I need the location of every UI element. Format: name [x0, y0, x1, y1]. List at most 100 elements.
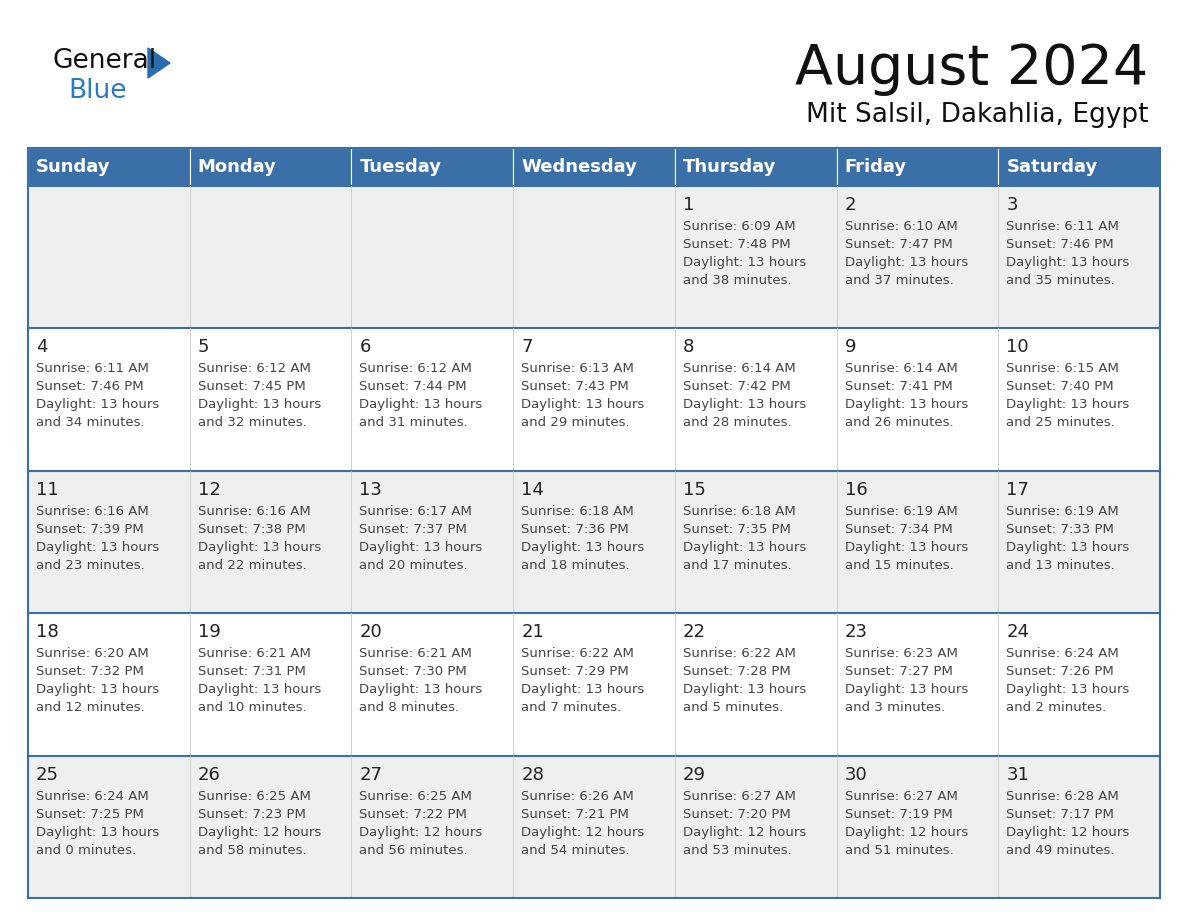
Text: 28: 28 [522, 766, 544, 784]
Text: 29: 29 [683, 766, 706, 784]
Text: Daylight: 12 hours: Daylight: 12 hours [360, 825, 482, 839]
Text: and 25 minutes.: and 25 minutes. [1006, 417, 1116, 430]
Text: Sunrise: 6:25 AM: Sunrise: 6:25 AM [360, 789, 473, 802]
Text: Daylight: 12 hours: Daylight: 12 hours [197, 825, 321, 839]
Text: Sunrise: 6:14 AM: Sunrise: 6:14 AM [845, 363, 958, 375]
Text: Daylight: 12 hours: Daylight: 12 hours [1006, 825, 1130, 839]
Bar [29, 148, 190, 186]
Bar [998, 148, 1159, 186]
Text: 31: 31 [1006, 766, 1029, 784]
Text: Daylight: 13 hours: Daylight: 13 hours [683, 398, 807, 411]
Text: Daylight: 13 hours: Daylight: 13 hours [522, 683, 644, 696]
Text: and 3 minutes.: and 3 minutes. [845, 701, 944, 714]
Text: Sunset: 7:36 PM: Sunset: 7:36 PM [522, 522, 628, 536]
Text: 14: 14 [522, 481, 544, 498]
Text: 9: 9 [845, 339, 857, 356]
Text: 5: 5 [197, 339, 209, 356]
Text: Sunrise: 6:19 AM: Sunrise: 6:19 AM [1006, 505, 1119, 518]
Text: 22: 22 [683, 623, 706, 641]
Text: and 0 minutes.: and 0 minutes. [36, 844, 137, 856]
Text: Blue: Blue [68, 78, 126, 104]
Text: Sunset: 7:35 PM: Sunset: 7:35 PM [683, 522, 791, 536]
Text: and 29 minutes.: and 29 minutes. [522, 417, 630, 430]
Text: and 23 minutes.: and 23 minutes. [36, 559, 145, 572]
Text: Sunset: 7:27 PM: Sunset: 7:27 PM [845, 666, 953, 678]
Text: Daylight: 13 hours: Daylight: 13 hours [197, 683, 321, 696]
Text: and 2 minutes.: and 2 minutes. [1006, 701, 1106, 714]
Text: Sunrise: 6:27 AM: Sunrise: 6:27 AM [683, 789, 796, 802]
Text: 8: 8 [683, 339, 694, 356]
Text: Friday: Friday [845, 158, 906, 176]
Text: Sunrise: 6:23 AM: Sunrise: 6:23 AM [845, 647, 958, 660]
Text: 3: 3 [1006, 196, 1018, 214]
Text: Sunset: 7:40 PM: Sunset: 7:40 PM [1006, 380, 1114, 394]
Text: and 5 minutes.: and 5 minutes. [683, 701, 783, 714]
Text: Sunrise: 6:20 AM: Sunrise: 6:20 AM [36, 647, 148, 660]
Text: Sunday: Sunday [36, 158, 110, 176]
Bar [513, 148, 675, 186]
Text: General: General [52, 48, 156, 74]
Text: Sunset: 7:26 PM: Sunset: 7:26 PM [1006, 666, 1114, 678]
Text: Sunset: 7:45 PM: Sunset: 7:45 PM [197, 380, 305, 394]
Text: Daylight: 13 hours: Daylight: 13 hours [683, 541, 807, 554]
Text: Tuesday: Tuesday [360, 158, 442, 176]
Text: and 34 minutes.: and 34 minutes. [36, 417, 145, 430]
Text: Sunrise: 6:11 AM: Sunrise: 6:11 AM [1006, 220, 1119, 233]
Text: Daylight: 13 hours: Daylight: 13 hours [1006, 398, 1130, 411]
Text: Sunrise: 6:24 AM: Sunrise: 6:24 AM [1006, 647, 1119, 660]
Text: 2: 2 [845, 196, 857, 214]
Text: Sunrise: 6:16 AM: Sunrise: 6:16 AM [36, 505, 148, 518]
Text: 25: 25 [36, 766, 59, 784]
Text: Sunrise: 6:15 AM: Sunrise: 6:15 AM [1006, 363, 1119, 375]
Text: Sunrise: 6:11 AM: Sunrise: 6:11 AM [36, 363, 148, 375]
Text: and 53 minutes.: and 53 minutes. [683, 844, 791, 856]
Text: Sunset: 7:44 PM: Sunset: 7:44 PM [360, 380, 467, 394]
Text: and 32 minutes.: and 32 minutes. [197, 417, 307, 430]
Text: 21: 21 [522, 623, 544, 641]
Text: Sunset: 7:42 PM: Sunset: 7:42 PM [683, 380, 790, 394]
Text: Daylight: 13 hours: Daylight: 13 hours [522, 398, 644, 411]
Text: Sunset: 7:38 PM: Sunset: 7:38 PM [197, 522, 305, 536]
Text: Sunrise: 6:14 AM: Sunrise: 6:14 AM [683, 363, 796, 375]
Text: and 58 minutes.: and 58 minutes. [197, 844, 307, 856]
Text: Wednesday: Wednesday [522, 158, 637, 176]
Text: and 37 minutes.: and 37 minutes. [845, 274, 953, 287]
Bar [836, 148, 998, 186]
Text: Sunrise: 6:28 AM: Sunrise: 6:28 AM [1006, 789, 1119, 802]
Bar [352, 148, 513, 186]
Bar [29, 471, 1159, 613]
Text: 16: 16 [845, 481, 867, 498]
Text: Daylight: 13 hours: Daylight: 13 hours [197, 541, 321, 554]
Text: Daylight: 12 hours: Daylight: 12 hours [683, 825, 807, 839]
Text: Sunrise: 6:21 AM: Sunrise: 6:21 AM [360, 647, 473, 660]
Text: Sunset: 7:25 PM: Sunset: 7:25 PM [36, 808, 144, 821]
Text: Sunset: 7:22 PM: Sunset: 7:22 PM [360, 808, 467, 821]
Text: Sunset: 7:39 PM: Sunset: 7:39 PM [36, 522, 144, 536]
Text: Daylight: 13 hours: Daylight: 13 hours [197, 398, 321, 411]
Text: Sunrise: 6:22 AM: Sunrise: 6:22 AM [522, 647, 634, 660]
Text: 23: 23 [845, 623, 867, 641]
Text: 24: 24 [1006, 623, 1029, 641]
Text: Mit Salsil, Dakahlia, Egypt: Mit Salsil, Dakahlia, Egypt [805, 102, 1148, 128]
Polygon shape [148, 48, 170, 78]
Text: 6: 6 [360, 339, 371, 356]
Text: Daylight: 13 hours: Daylight: 13 hours [1006, 683, 1130, 696]
Text: 27: 27 [360, 766, 383, 784]
Text: Monday: Monday [197, 158, 277, 176]
Text: 4: 4 [36, 339, 48, 356]
Text: Sunset: 7:21 PM: Sunset: 7:21 PM [522, 808, 628, 821]
Text: Sunset: 7:34 PM: Sunset: 7:34 PM [845, 522, 953, 536]
Text: Sunset: 7:46 PM: Sunset: 7:46 PM [36, 380, 144, 394]
Text: Sunset: 7:41 PM: Sunset: 7:41 PM [845, 380, 953, 394]
Text: Sunset: 7:31 PM: Sunset: 7:31 PM [197, 666, 305, 678]
Bar [190, 148, 352, 186]
Text: and 26 minutes.: and 26 minutes. [845, 417, 953, 430]
Text: Sunrise: 6:18 AM: Sunrise: 6:18 AM [683, 505, 796, 518]
Text: Sunset: 7:30 PM: Sunset: 7:30 PM [360, 666, 467, 678]
Text: Sunset: 7:23 PM: Sunset: 7:23 PM [197, 808, 305, 821]
Text: and 17 minutes.: and 17 minutes. [683, 559, 791, 572]
Text: and 38 minutes.: and 38 minutes. [683, 274, 791, 287]
Text: 30: 30 [845, 766, 867, 784]
Text: Sunset: 7:19 PM: Sunset: 7:19 PM [845, 808, 953, 821]
Text: and 31 minutes.: and 31 minutes. [360, 417, 468, 430]
